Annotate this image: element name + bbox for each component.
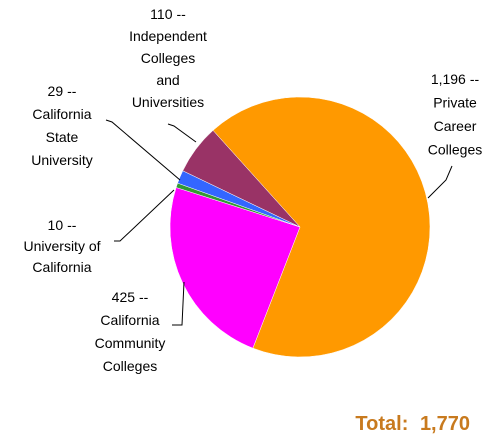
value: 29 bbox=[48, 83, 64, 99]
slice-label: 110 -- Independent Colleges and Universities bbox=[129, 6, 207, 143]
category-label: Private bbox=[433, 95, 477, 111]
category-label: University bbox=[31, 152, 92, 168]
category-label: California bbox=[32, 259, 91, 275]
leader-line bbox=[114, 189, 175, 242]
leader-line bbox=[427, 165, 453, 199]
slice bbox=[212, 96, 431, 358]
total-value: 1,770 bbox=[420, 413, 470, 435]
value-label: 110 -- bbox=[150, 6, 186, 22]
total: Total: 1,770 bbox=[355, 413, 470, 435]
separator: -- bbox=[67, 83, 77, 99]
slice-label: 10 -- University of California bbox=[23, 189, 175, 275]
leader-line bbox=[105, 119, 181, 181]
value: 10 bbox=[48, 217, 64, 233]
category-label: and bbox=[156, 72, 179, 88]
slice-label: 1,196 -- Private Career Colleges bbox=[427, 71, 482, 199]
pie bbox=[169, 96, 431, 358]
slice-label: 425 -- California Community Colleges bbox=[95, 281, 185, 374]
separator: -- bbox=[177, 6, 187, 22]
category-label: Colleges bbox=[141, 50, 195, 66]
value-label: 10 -- bbox=[48, 217, 77, 233]
leader-line bbox=[167, 123, 197, 143]
category-label: California bbox=[100, 312, 159, 328]
category-label: Colleges bbox=[103, 358, 157, 374]
category-label: Independent bbox=[129, 28, 207, 44]
category-label: Career bbox=[434, 118, 477, 134]
category-label: Community bbox=[95, 335, 166, 351]
value-label: 425 -- bbox=[112, 289, 149, 305]
category-label: University of bbox=[23, 238, 100, 254]
category-label: State bbox=[46, 129, 79, 145]
slice bbox=[169, 187, 301, 349]
value: 425 bbox=[112, 289, 136, 305]
category-label: Colleges bbox=[428, 142, 482, 158]
separator: -- bbox=[67, 217, 77, 233]
slice bbox=[182, 130, 301, 228]
leader-line bbox=[172, 281, 185, 326]
separator: -- bbox=[470, 71, 480, 87]
value: 110 bbox=[150, 6, 173, 22]
value: 1,196 bbox=[431, 71, 466, 87]
slice-label: 29 -- California State University bbox=[31, 83, 181, 181]
category-label: Universities bbox=[132, 94, 204, 110]
category-label: California bbox=[32, 106, 91, 122]
total-label: Total: bbox=[355, 413, 408, 435]
value-label: 1,196 -- bbox=[431, 71, 480, 87]
separator: -- bbox=[139, 289, 149, 305]
value-label: 29 -- bbox=[48, 83, 77, 99]
